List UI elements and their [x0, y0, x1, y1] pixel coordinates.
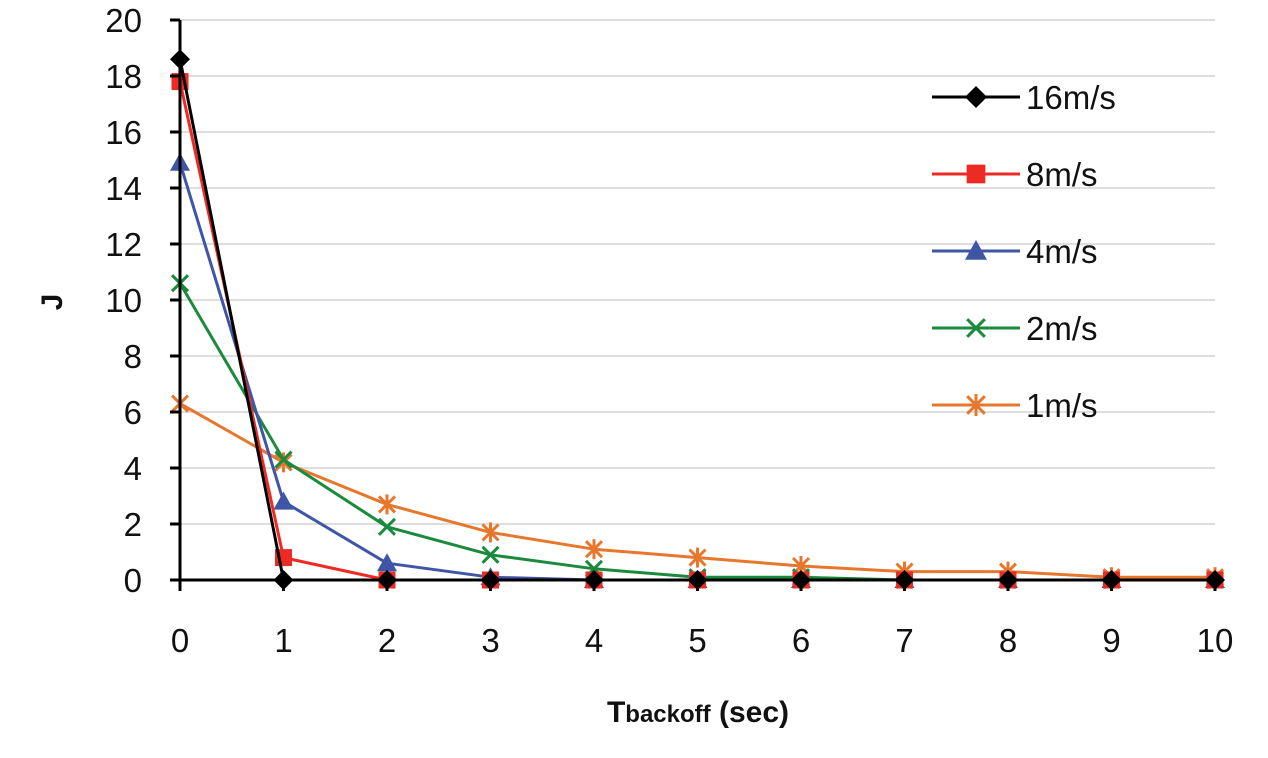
legend-item: 8m/s: [932, 156, 1098, 193]
y-tick-label: 20: [105, 2, 142, 39]
gridlines: [180, 19, 1215, 525]
y-tick-label: 0: [124, 562, 142, 599]
data-point: [966, 318, 986, 338]
legend-label: 16m/s: [1026, 79, 1116, 116]
y-tick-label: 4: [124, 450, 142, 487]
x-tick-label: 3: [481, 622, 499, 659]
x-axis-title-main: T: [607, 696, 625, 729]
data-point: [273, 491, 294, 510]
x-tick-label: 6: [792, 622, 810, 659]
x-axis-title-suffix: (sec): [711, 696, 789, 729]
y-tick-label: 10: [105, 282, 142, 319]
x-tick-label: 2: [378, 622, 396, 659]
x-tick-label: 1: [274, 622, 292, 659]
x-tick-label: 8: [999, 622, 1017, 659]
data-point: [584, 539, 604, 560]
legend-item: 4m/s: [932, 233, 1098, 270]
marker-stroke: [966, 318, 986, 338]
data-point: [377, 553, 397, 572]
x-tick-label: 10: [1197, 622, 1234, 659]
y-tick-label: 16: [105, 114, 142, 151]
x-tick-label: 0: [171, 622, 189, 659]
marker-stroke: [481, 545, 500, 564]
series-line: [178, 162, 1215, 582]
data-point: [965, 240, 987, 260]
data-point: [481, 545, 500, 564]
y-tick-label: 8: [124, 338, 142, 375]
legend: 16m/s 8m/s 4m/s 2m/s 1m/s: [932, 79, 1116, 424]
legend-item: 16m/s: [932, 79, 1116, 116]
y-tick-label: 2: [124, 506, 142, 543]
x-tick-label: 5: [688, 622, 706, 659]
legend-item: 1m/s: [932, 387, 1098, 424]
y-tick-label: 6: [124, 394, 142, 431]
data-point: [966, 164, 986, 184]
y-tick-label: 12: [105, 226, 142, 263]
data-point: [377, 494, 397, 515]
legend-label: 8m/s: [1026, 156, 1098, 193]
marker-stroke: [274, 450, 293, 469]
marker-stroke: [377, 517, 397, 536]
data-point: [688, 547, 707, 568]
legend-label: 1m/s: [1026, 387, 1098, 424]
y-axis-title: J: [36, 294, 69, 311]
data-point: [481, 522, 500, 543]
y-tick-label: 14: [105, 170, 142, 207]
x-axis-title: Tbackoff (sec): [607, 696, 789, 729]
x-tick-label: 4: [585, 622, 603, 659]
legend-label: 4m/s: [1026, 233, 1098, 270]
data-point: [274, 452, 293, 473]
x-tick-label: 7: [895, 622, 913, 659]
y-tick-label: 18: [105, 58, 142, 95]
legend-item: 2m/s: [932, 310, 1098, 347]
x-tick-label: 9: [1102, 622, 1120, 659]
series-4m/s: [170, 152, 1225, 588]
data-point: [965, 86, 987, 108]
data-point: [377, 517, 397, 536]
x-axis-title-sub: backoff: [625, 701, 711, 728]
data-point: [274, 450, 293, 469]
legend-label: 2m/s: [1026, 310, 1098, 347]
data-point: [966, 394, 986, 416]
